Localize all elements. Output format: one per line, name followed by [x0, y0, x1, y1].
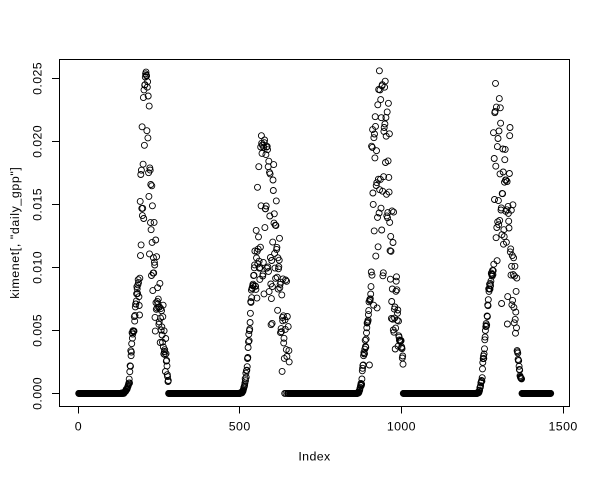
svg-text:0.005: 0.005: [31, 314, 45, 347]
svg-text:0.015: 0.015: [31, 188, 45, 221]
svg-text:kimenet[, "daily_gpp"]: kimenet[, "daily_gpp"]: [8, 167, 22, 299]
svg-text:0.025: 0.025: [31, 62, 45, 95]
svg-text:0.020: 0.020: [31, 125, 45, 158]
svg-text:1000: 1000: [387, 420, 416, 434]
svg-text:0.010: 0.010: [31, 251, 45, 284]
svg-text:0.000: 0.000: [31, 377, 45, 410]
svg-text:Index: Index: [298, 450, 331, 464]
svg-text:0: 0: [75, 420, 82, 434]
svg-text:1500: 1500: [549, 420, 578, 434]
svg-text:500: 500: [229, 420, 251, 434]
